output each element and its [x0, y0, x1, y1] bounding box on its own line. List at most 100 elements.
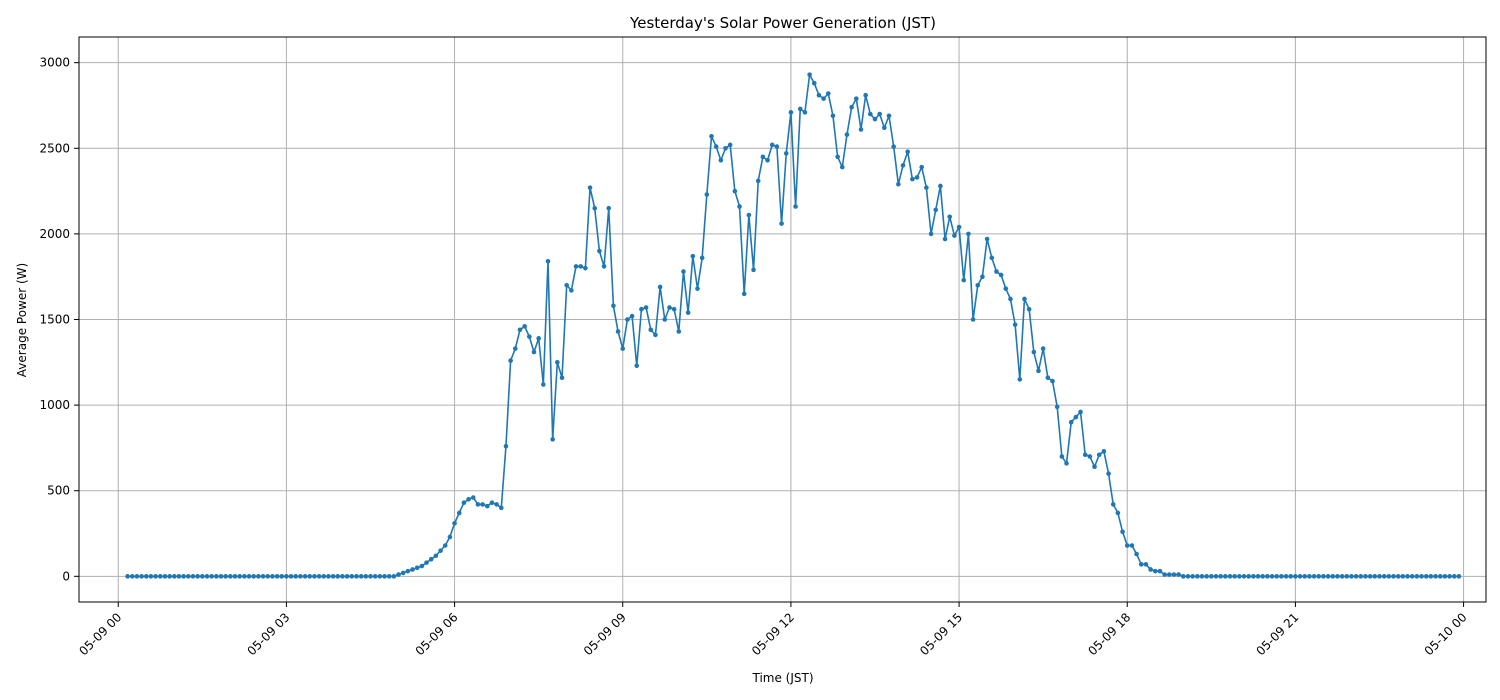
data-point: [1148, 567, 1153, 572]
data-point: [1419, 574, 1424, 579]
data-point: [737, 204, 742, 209]
data-point: [410, 567, 415, 572]
data-point: [1017, 377, 1023, 382]
data-point: [1036, 368, 1041, 374]
data-point: [1232, 574, 1237, 579]
data-point: [1218, 574, 1223, 579]
series-line: [127, 73, 1459, 578]
data-point: [522, 324, 527, 329]
data-point: [1344, 574, 1350, 579]
data-point: [695, 286, 700, 291]
data-point: [251, 574, 257, 579]
data-point: [1456, 574, 1462, 579]
data-point: [1381, 574, 1387, 579]
data-point: [611, 303, 616, 309]
data-point: [797, 106, 803, 112]
data-point: [751, 267, 756, 273]
data-point: [886, 113, 892, 119]
data-point: [802, 110, 808, 115]
data-point: [676, 329, 682, 334]
y-tick-label: 0: [62, 569, 70, 583]
data-point: [433, 553, 439, 559]
data-point: [900, 163, 906, 168]
data-point: [503, 443, 509, 449]
data-point: [779, 221, 784, 226]
data-point: [1195, 574, 1200, 579]
data-point: [1353, 574, 1359, 579]
data-point: [924, 185, 929, 190]
data-point: [896, 181, 901, 187]
data-point: [891, 144, 896, 149]
data-point: [975, 282, 981, 288]
data-point: [1181, 574, 1186, 579]
data-point: [531, 349, 537, 355]
data-point: [1022, 296, 1027, 302]
x-tick-label: 05-09 15: [917, 610, 965, 658]
data-point: [573, 264, 579, 269]
data-point: [984, 236, 990, 242]
data-point: [816, 92, 822, 98]
data-point: [620, 346, 626, 351]
data-point: [195, 574, 200, 579]
data-point: [368, 574, 373, 579]
data-point: [298, 574, 303, 579]
data-point: [153, 574, 158, 579]
data-point: [835, 154, 840, 160]
data-point: [1442, 574, 1448, 579]
data-point: [648, 327, 654, 333]
data-point: [1265, 574, 1270, 579]
data-point: [914, 175, 920, 180]
data-point: [942, 236, 948, 242]
data-point: [933, 207, 939, 213]
data-point: [228, 574, 233, 579]
data-point: [681, 269, 686, 274]
data-point: [326, 574, 331, 579]
data-point: [204, 574, 210, 579]
data-point: [723, 145, 728, 151]
data-point: [134, 574, 140, 579]
data-point: [1293, 574, 1298, 579]
y-axis-title: Average Power (W): [15, 263, 29, 377]
data-point: [1213, 574, 1219, 579]
data-point: [517, 327, 523, 333]
data-point: [1064, 461, 1069, 466]
data-point: [1012, 322, 1018, 327]
data-point: [970, 317, 976, 322]
data-point: [1437, 574, 1443, 579]
data-point: [601, 264, 607, 269]
data-point: [1283, 574, 1289, 579]
data-point: [265, 574, 271, 579]
data-point: [1274, 574, 1280, 579]
data-point: [1120, 529, 1125, 535]
data-point: [760, 154, 766, 160]
data-point: [1134, 551, 1139, 557]
data-point: [578, 264, 583, 269]
data-point: [788, 110, 794, 115]
data-point: [1325, 574, 1331, 579]
data-point: [363, 574, 369, 579]
data-point: [1176, 572, 1181, 577]
data-point: [340, 574, 345, 579]
y-tick-label: 3000: [39, 56, 70, 70]
data-point: [1255, 574, 1261, 579]
data-point: [316, 574, 322, 579]
data-point: [209, 574, 214, 579]
data-point: [1040, 346, 1046, 351]
data-point: [1372, 574, 1378, 579]
data-point: [279, 574, 285, 579]
data-point: [1110, 502, 1116, 507]
data-point: [1152, 568, 1158, 574]
data-point: [125, 574, 130, 579]
data-point: [1227, 574, 1233, 579]
data-point: [1068, 419, 1074, 425]
data-point: [569, 288, 574, 293]
data-point: [704, 192, 710, 197]
y-tick-label: 1500: [39, 313, 70, 327]
data-point: [811, 80, 817, 86]
data-point: [685, 310, 691, 315]
data-point: [541, 382, 546, 387]
data-point: [952, 233, 957, 238]
data-point: [1335, 574, 1340, 579]
data-point: [774, 144, 780, 149]
